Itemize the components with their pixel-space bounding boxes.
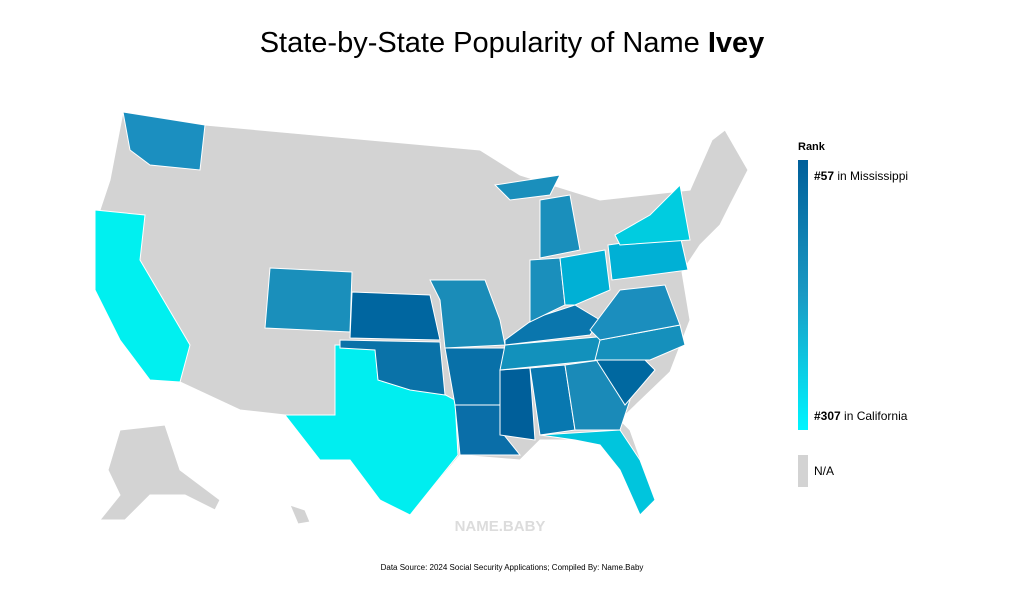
new-york xyxy=(614,183,691,246)
louisiana xyxy=(454,404,522,456)
title-name: Ivey xyxy=(708,27,764,59)
oklahoma xyxy=(339,339,446,396)
legend-top: #57 in Mississippi xyxy=(814,169,908,183)
florida xyxy=(539,429,656,516)
kansas xyxy=(349,291,441,341)
legend-gradient xyxy=(798,160,808,430)
map xyxy=(94,111,749,525)
mississippi xyxy=(499,367,536,441)
watermark: NAME.BABY xyxy=(455,518,546,535)
alaska xyxy=(98,424,221,521)
legend-top-rank: #57 xyxy=(814,169,834,183)
legend-bottom-rank: #307 xyxy=(814,409,841,423)
michigan xyxy=(539,194,581,259)
legend-bottom-place: in California xyxy=(844,409,908,423)
legend-top-place: in Mississippi xyxy=(837,169,908,183)
legend-title: Rank xyxy=(798,141,826,153)
washington xyxy=(122,111,206,171)
ohio xyxy=(559,249,611,306)
title: State-by-State Popularity of Name Ivey xyxy=(260,27,765,59)
hawaii xyxy=(289,504,311,525)
california xyxy=(94,209,191,383)
title-text: State-by-State Popularity of Name xyxy=(260,27,700,59)
legend: Rank #57 in Mississippi #307 in Californ… xyxy=(798,141,908,487)
arkansas xyxy=(444,347,506,406)
legend-na-swatch xyxy=(798,455,808,487)
michigan-upper xyxy=(493,174,561,201)
legend-na: N/A xyxy=(814,464,834,478)
colorado xyxy=(264,267,353,333)
source: Data Source: 2024 Social Security Applic… xyxy=(381,563,644,572)
legend-bottom: #307 in California xyxy=(814,409,908,423)
virginia xyxy=(589,284,681,341)
